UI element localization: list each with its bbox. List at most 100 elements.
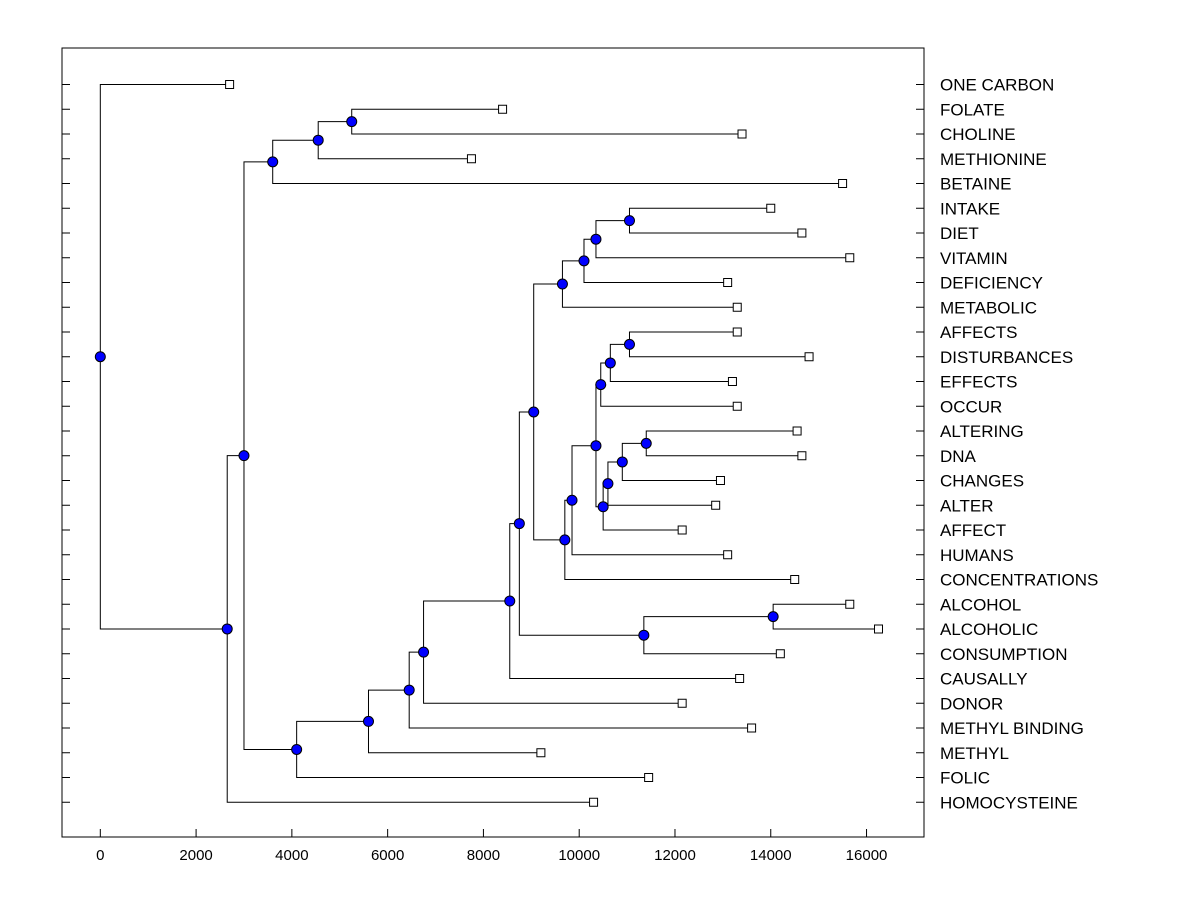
x-tick-label: 14000 [750,847,792,864]
branch-line [595,220,850,259]
leaf-marker [804,352,814,362]
leaf-label: DIET [940,224,979,243]
x-tick-label: 10000 [558,847,600,864]
merge-node [623,215,635,227]
leaf-marker [790,575,800,584]
merge-node [221,623,233,635]
leaf-label: DONOR [940,694,1003,713]
leaf-marker [845,253,855,263]
leaf-marker [727,377,737,386]
leaf-marker [792,426,802,436]
x-tick-label: 16000 [846,847,888,864]
leaf-marker [747,723,757,733]
merge-node [362,715,374,727]
leaf-label: ALTER [940,496,994,515]
leaf-marker [732,302,742,312]
branch-line [583,238,728,283]
leaf-label: EFFECTS [940,373,1017,392]
leaf-marker [677,525,687,535]
axis-ticks: 0 2000 4000 6000 8000 10000 12000 14000 16000 [62,84,924,864]
leaf-label: CAUSALLY [940,670,1028,689]
merge-nodes [94,116,779,755]
branch-line [509,523,740,679]
merge-node [590,440,602,452]
x-tick-label: 4000 [275,847,308,864]
branch-line [571,445,728,556]
merge-node [597,501,609,513]
merge-node [578,255,590,267]
leaf-label: CHANGES [940,472,1024,491]
leaf-marker [589,797,599,807]
leaf-label: OCCUR [940,397,1002,416]
merge-node [638,629,650,641]
branch-line [600,362,738,407]
leaf-label: DNA [940,447,977,466]
leaf-marker [466,154,476,164]
leaf-label: VITAMIN [940,249,1008,268]
leaf-label: METABOLIC [940,298,1037,317]
branch-line [772,603,879,630]
leaf-label: ALCOHOLIC [940,620,1038,639]
leaf-label: DEFICIENCY [940,274,1043,293]
branch-line [621,442,721,481]
merge-node [623,338,635,350]
leaf-label: AFFECTS [940,323,1017,342]
leaf-label: ALTERING [940,422,1024,441]
leaf-label: FOLIC [940,769,990,788]
x-tick-label: 12000 [654,847,696,864]
leaf-label: ALCOHOL [940,595,1021,614]
merge-node [238,450,250,462]
leaf-marker [775,649,785,659]
merge-node [559,534,571,546]
branch-line [609,343,733,382]
leaf-label: FOLATE [940,100,1005,119]
leaf-label: INTAKE [940,199,1000,218]
leaf-labels: ONE CARBON FOLATE CHOLINE METHIONINE BETAINE… [940,76,1098,813]
leaf-marker [225,80,235,89]
leaf-label: METHIONINE [940,150,1047,169]
merge-node [640,437,652,449]
merge-node [94,351,106,363]
merge-node [513,518,525,530]
plot-frame [61,47,925,838]
branch-line [243,161,297,750]
x-tick-label: 8000 [467,847,500,864]
x-tick-label: 6000 [371,847,404,864]
leaf-label: CONCENTRATIONS [940,571,1098,590]
merge-node [595,379,607,391]
merge-node [604,357,616,369]
leaf-marker [723,278,733,287]
branches [99,84,879,803]
leaf-label: ONE CARBON [940,76,1054,95]
leaf-label: HUMANS [940,546,1014,565]
leaf-label: METHYL BINDING [940,719,1084,738]
branch-line [645,430,802,457]
leaf-marker [732,401,742,411]
leaf-marker [536,748,546,758]
branch-line [296,720,649,778]
merge-node [590,233,602,245]
leaf-marker [766,203,776,213]
leaf-marker [797,228,807,238]
merge-node [504,595,516,607]
merge-node [267,156,279,168]
merge-node [312,134,324,146]
x-tick-label: 2000 [179,847,212,864]
leaf-marker [797,451,807,461]
branch-line [561,260,738,308]
leaf-marker [715,476,725,485]
merge-node [403,684,415,696]
leaf-marker [711,500,721,510]
branch-line [607,461,716,506]
branch-line [564,499,795,580]
merge-node [602,478,614,490]
branch-line [367,689,541,754]
merge-node [556,278,568,290]
leaf-label: METHYL [940,744,1009,763]
leaf-marker [732,327,742,337]
branch-line [628,331,810,358]
merge-node [767,611,779,623]
leaf-marker [723,550,733,560]
leaf-label: DISTURBANCES [940,348,1073,367]
